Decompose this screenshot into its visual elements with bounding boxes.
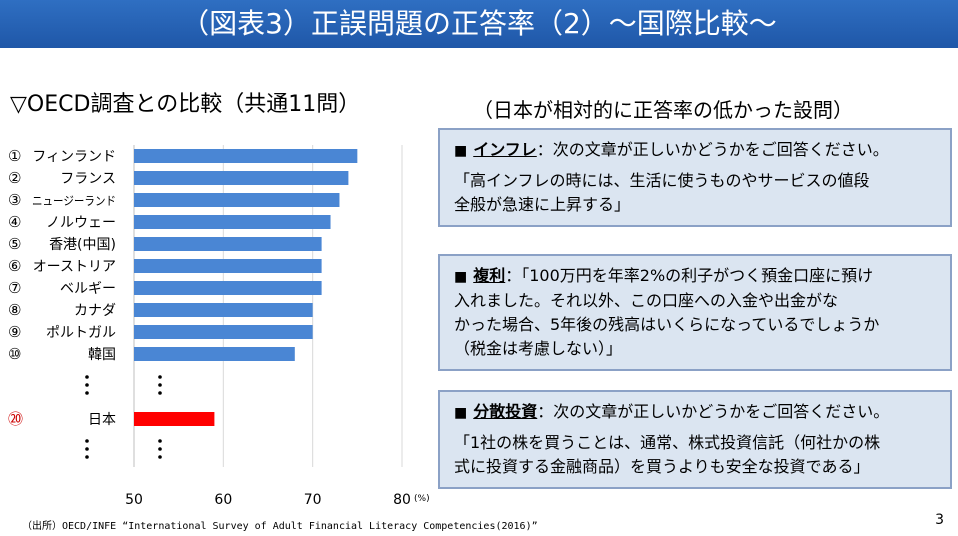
rank-label: ⑨ — [8, 323, 21, 341]
page-title: （図表3）正誤問題の正答率（2）〜国際比較〜 — [181, 7, 777, 40]
category-label: フランス — [60, 171, 116, 187]
rank-label: ① — [8, 147, 21, 165]
rank-label: ④ — [8, 213, 21, 231]
ellipsis-dots — [158, 439, 162, 443]
ellipsis-dots — [85, 439, 89, 443]
question-text: ：次の文章が正しいかどうかをご回答ください。 — [536, 140, 889, 159]
rank-label: ⑤ — [8, 235, 21, 253]
rank-label: ⑥ — [8, 257, 21, 275]
rank-label: ⑩ — [8, 345, 21, 363]
chart-bar — [134, 215, 331, 229]
question-text: ：次の文章が正しいかどうかをご回答ください。 — [537, 402, 890, 421]
rank-label: ⑧ — [8, 301, 21, 319]
question-box-compound-interest: ■ 複利：「100万円を年率2%の利子がつく預金口座に預け 入れました。それ以外、… — [438, 254, 952, 371]
x-tick-label: 80 — [393, 492, 411, 508]
chart-section-title: ▽OECD調査との比較（共通11問） — [10, 92, 361, 117]
bar-chart: ① フィンランド ② フランス ③ ニュージーランド ④ ノルウェー ⑤ 香港(中国) ⑥ オーストリ… — [8, 145, 430, 508]
ellipsis-dots — [85, 455, 89, 459]
question-term: 複利 — [473, 266, 506, 285]
rank-label: ② — [8, 169, 21, 187]
category-label: 日本 — [88, 412, 116, 428]
x-axis-unit: (%) — [414, 494, 430, 504]
bullet-square-icon: ■ — [454, 269, 468, 285]
ellipsis-dots — [158, 383, 162, 387]
category-label: 香港(中国) — [49, 237, 116, 253]
ellipsis-dots — [85, 375, 89, 379]
question-box-inflation: ■ インフレ：次の文章が正しいかどうかをご回答ください。 「高インフレの時には、生… — [438, 128, 952, 227]
chart-bar — [134, 303, 313, 317]
source-note: （出所）OECD/INFE “International Survey of A… — [22, 521, 538, 532]
questions-section-title: （日本が相対的に正答率の低かった設問） — [473, 98, 853, 122]
question-text: ：「100万円を年率2%の利子がつく預金口座に預け — [505, 266, 874, 285]
ellipsis-dots — [85, 391, 89, 395]
category-label: オーストリア — [33, 259, 116, 275]
x-tick-label: 60 — [214, 492, 232, 508]
chart-bar — [134, 325, 313, 339]
question-term: インフレ — [473, 140, 537, 159]
ellipsis-dots — [158, 447, 162, 451]
question-statement: 「高インフレの時には、生活に使うものやサービスの値段 全般が急速に上昇する」 — [454, 171, 870, 214]
ellipsis-dots — [158, 375, 162, 379]
rank-label: ③ — [8, 191, 21, 209]
page-number: 3 — [935, 512, 944, 528]
rank-label: ⑦ — [8, 279, 21, 297]
category-label: ノルウェー — [46, 215, 116, 231]
question-heading: ■ インフレ：次の文章が正しいかどうかをご回答ください。 — [454, 138, 936, 163]
category-label: フィンランド — [32, 149, 116, 165]
question-statement: 「1社の株を買うことは、通常、株式投資信託（何社かの株 式に投資する金融商品）を… — [454, 433, 881, 476]
ellipsis-dots — [85, 383, 89, 387]
chart-bar — [134, 171, 349, 185]
chart-bar — [134, 259, 322, 273]
chart-bar — [134, 193, 340, 207]
x-tick-label: 70 — [304, 492, 322, 508]
ellipsis-dots — [85, 447, 89, 451]
category-label: カナダ — [74, 303, 116, 319]
category-label: ニュージーランド — [32, 194, 116, 208]
question-box-diversification: ■ 分散投資：次の文章が正しいかどうかをご回答ください。 「1社の株を買うことは、… — [438, 390, 952, 489]
category-label: ポルトガル — [46, 325, 116, 341]
bullet-square-icon: ■ — [454, 405, 468, 421]
question-term: 分散投資 — [473, 402, 538, 421]
bullet-square-icon: ■ — [454, 143, 468, 159]
question-heading: ■ 分散投資：次の文章が正しいかどうかをご回答ください。 — [454, 400, 936, 425]
category-label: 韓国 — [88, 347, 116, 363]
chart-bar — [134, 149, 358, 163]
rank-label: ⑳ — [8, 410, 23, 428]
chart-bar — [134, 347, 295, 361]
ellipsis-dots — [158, 391, 162, 395]
question-statement: 入れました。それ以外、この口座への入金や出金がな かった場合、5年後の残高はいく… — [454, 291, 880, 358]
chart-bar — [134, 281, 322, 295]
ellipsis-dots — [158, 455, 162, 459]
chart-bar — [134, 412, 215, 426]
x-tick-label: 50 — [125, 492, 143, 508]
question-heading: ■ 複利：「100万円を年率2%の利子がつく預金口座に預け — [454, 264, 936, 289]
category-label: ベルギー — [60, 281, 116, 297]
chart-bar — [134, 237, 322, 251]
header-bar: （図表3）正誤問題の正答率（2）〜国際比較〜 — [0, 0, 958, 48]
